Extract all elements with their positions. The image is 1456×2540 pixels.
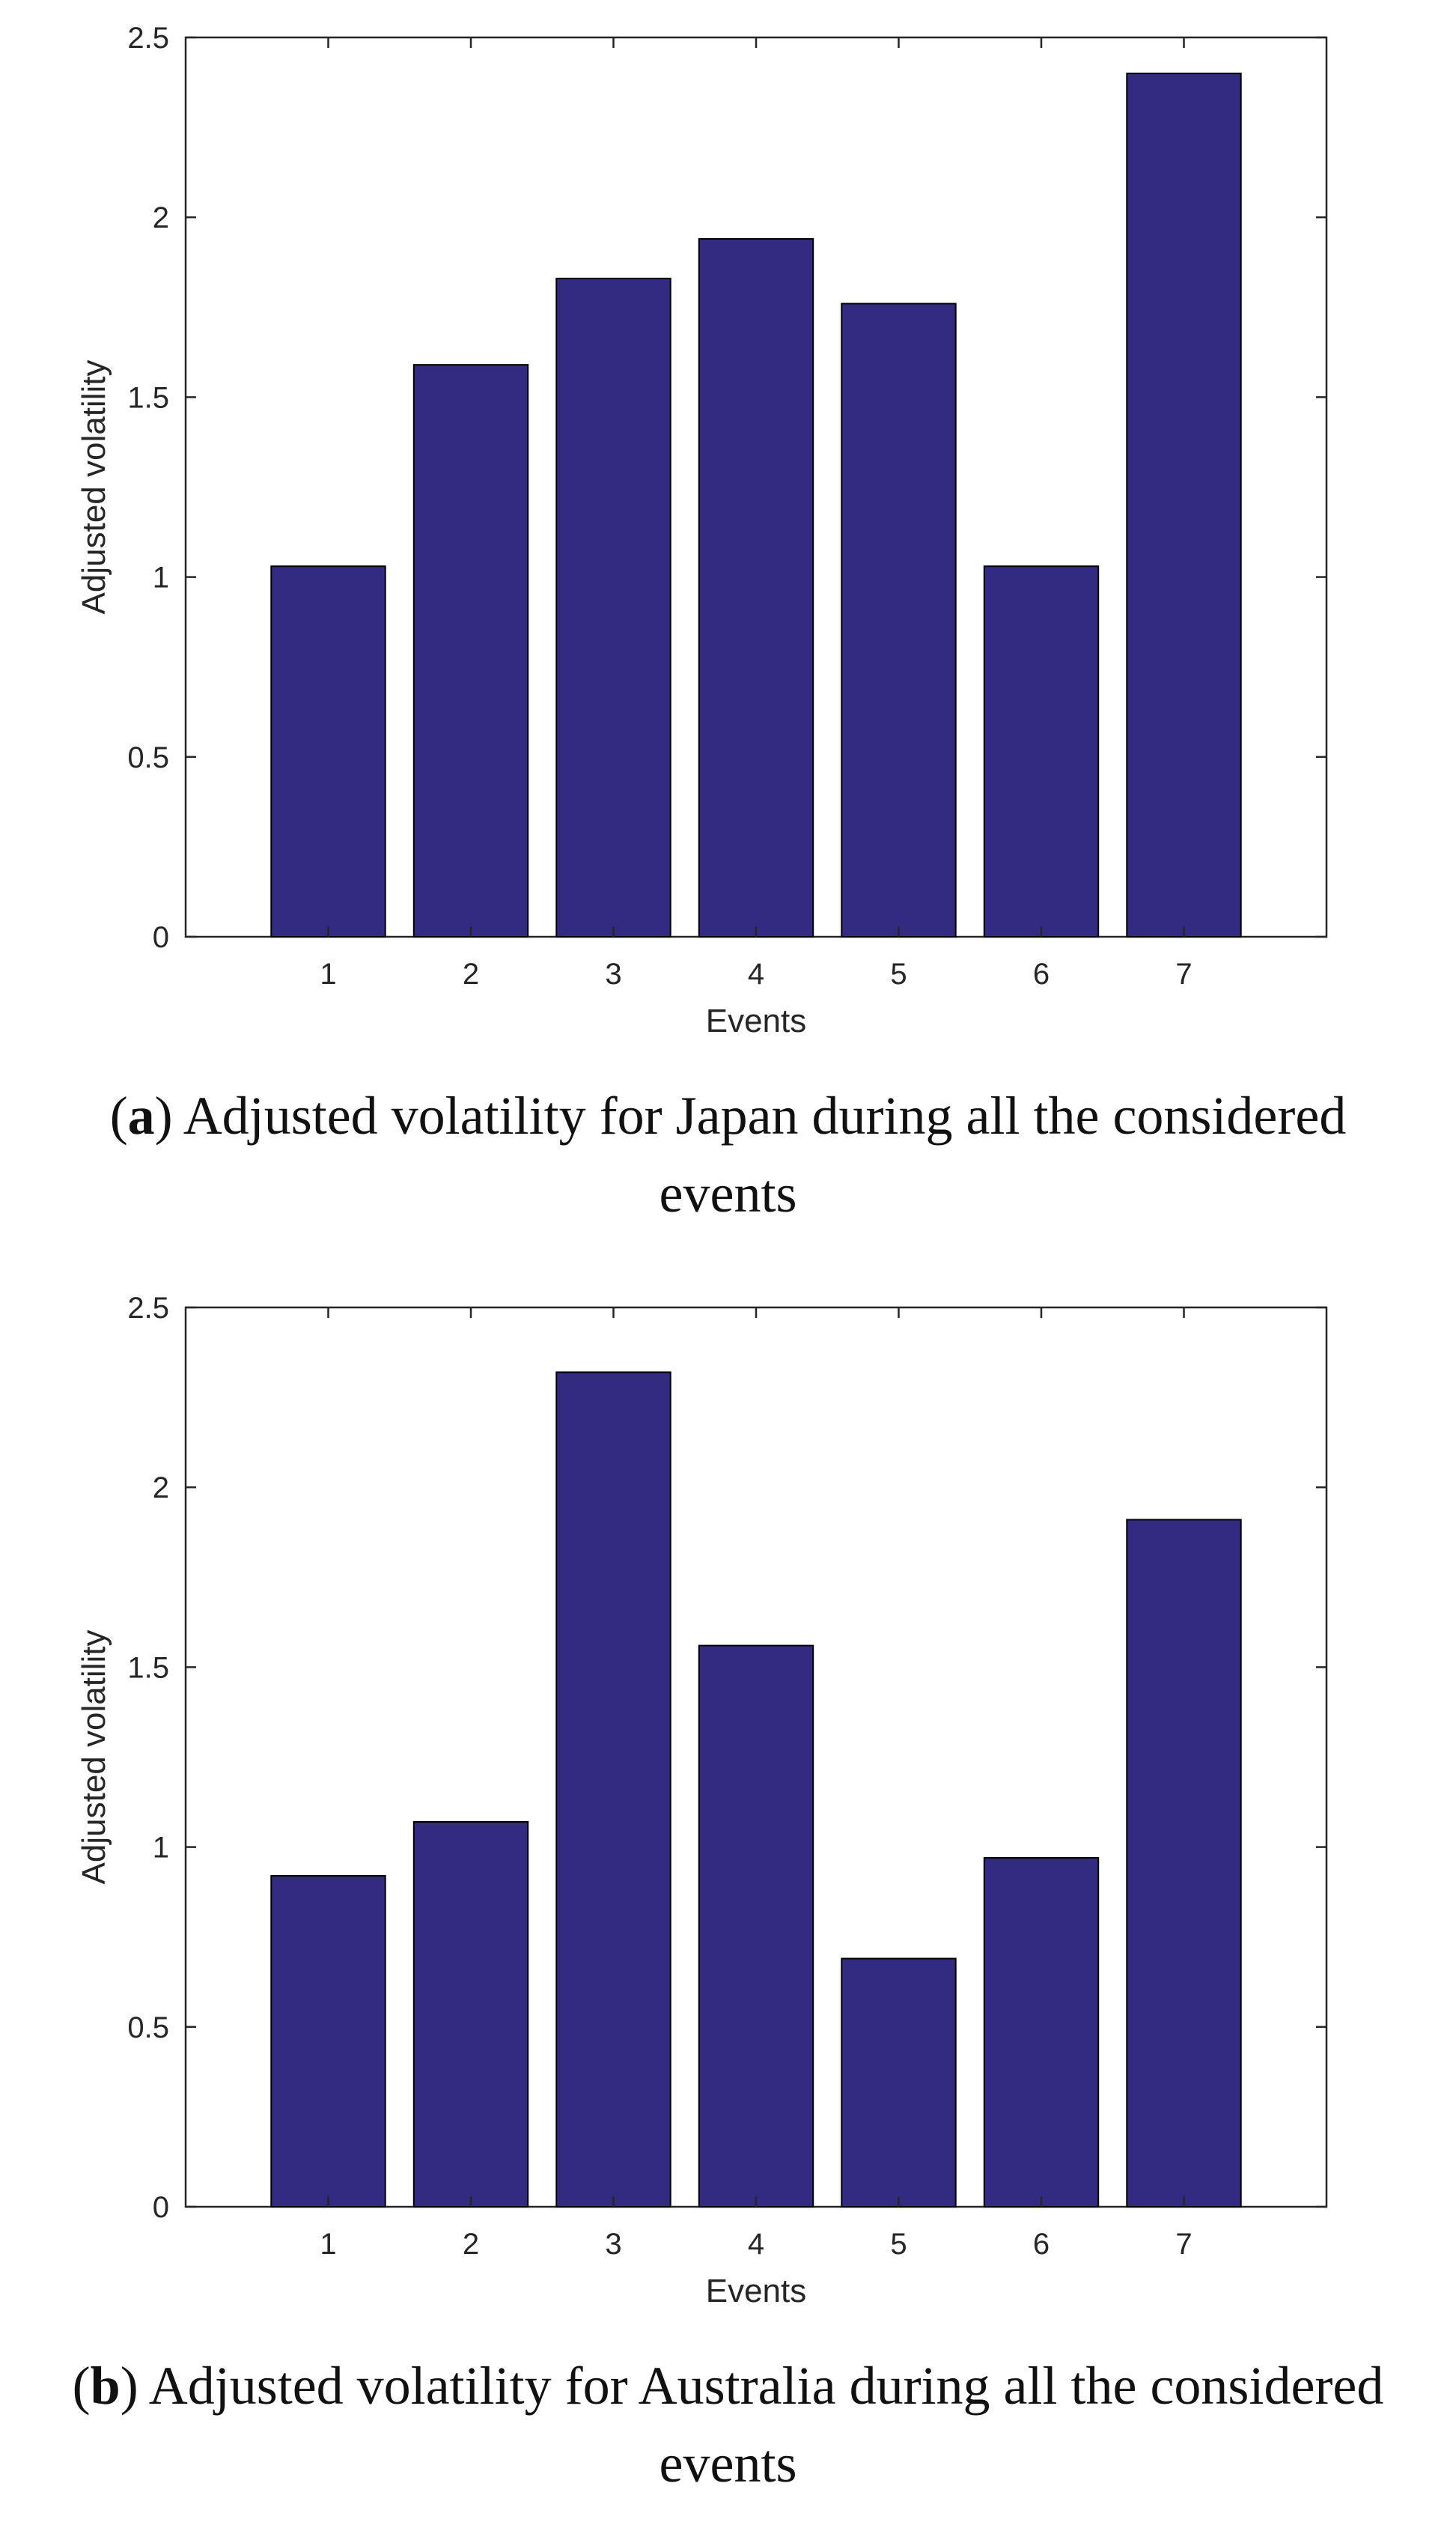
bar-7 bbox=[1126, 1519, 1242, 2208]
y-tick-label: 2.5 bbox=[127, 22, 169, 55]
y-tick-label: 1 bbox=[153, 562, 169, 595]
bar-1 bbox=[270, 565, 386, 938]
y-tick-label: 0.5 bbox=[127, 741, 169, 774]
x-tick-label: 5 bbox=[890, 2228, 907, 2261]
y-tick-label: 2.5 bbox=[127, 1292, 169, 1325]
bar-2 bbox=[412, 1820, 529, 2208]
x-axis-label: Events bbox=[706, 2273, 807, 2309]
x-tick-label: 5 bbox=[890, 958, 907, 991]
bar-7 bbox=[1126, 73, 1242, 938]
bar-chart-b: 0 0.5 1 1.5 2 2.5 1 2 3 4 5 6 7 Events Adjusted volati… bbox=[76, 1292, 1328, 2309]
bar-3 bbox=[555, 277, 671, 938]
caption-a: (a) Adjusted volatility for Japan during… bbox=[109, 1086, 1347, 1224]
y-tick-label: 1.5 bbox=[127, 1651, 169, 1684]
chart-panel-b: 0 0.5 1 1.5 2 2.5 1 2 3 4 5 6 7 Events Adjusted volati… bbox=[0, 1270, 1456, 2540]
caption-text: Adjusted volatility for Japan during all… bbox=[183, 1086, 1347, 1224]
y-tick-label: 0 bbox=[153, 2191, 169, 2224]
bar-3 bbox=[555, 1371, 671, 2208]
y-tick-label: 0.5 bbox=[127, 2011, 169, 2044]
x-tick-label: 1 bbox=[320, 958, 336, 991]
caption-letter: b bbox=[90, 2356, 121, 2416]
bar-5 bbox=[841, 303, 957, 938]
bar-2 bbox=[412, 364, 529, 938]
bar-6 bbox=[983, 565, 1100, 938]
y-tick-label: 0 bbox=[153, 921, 169, 954]
caption-letter: a bbox=[127, 1086, 155, 1146]
y-tick-label: 2 bbox=[153, 201, 169, 234]
x-tick-label: 6 bbox=[1033, 958, 1050, 991]
x-tick-label: 7 bbox=[1175, 958, 1192, 991]
y-tick-label: 1 bbox=[153, 1832, 169, 1865]
bar-4 bbox=[698, 238, 814, 938]
x-tick-label: 7 bbox=[1175, 2228, 1192, 2261]
x-tick-label: 2 bbox=[463, 958, 479, 991]
x-tick-label: 1 bbox=[320, 2228, 336, 2261]
x-axis-label: Events bbox=[706, 1003, 807, 1039]
bar-1 bbox=[270, 1875, 386, 2208]
caption-b: (b) Adjusted volatility for Australia du… bbox=[72, 2356, 1384, 2494]
caption-text: Adjusted volatility for Australia during… bbox=[148, 2356, 1384, 2494]
y-tick-label: 2 bbox=[153, 1471, 169, 1504]
bar-6 bbox=[983, 1857, 1100, 2208]
x-tick-label: 3 bbox=[605, 958, 621, 991]
bar-chart-a: 0 0.5 1 1.5 2 2.5 1 2 3 4 5 6 7 Events Adjusted volati… bbox=[76, 22, 1328, 1039]
x-tick-label: 3 bbox=[605, 2228, 621, 2261]
bar-4 bbox=[698, 1644, 814, 2208]
chart-panel-a: 0 0.5 1 1.5 2 2.5 1 2 3 4 5 6 7 Events Adjusted volati… bbox=[76, 22, 1347, 1224]
y-axis-label: Adjusted volatility bbox=[76, 1630, 112, 1885]
y-tick-label: 1.5 bbox=[127, 381, 169, 414]
x-tick-label: 6 bbox=[1033, 2228, 1050, 2261]
y-axis-label: Adjusted volatility bbox=[76, 360, 112, 615]
x-tick-label: 4 bbox=[748, 2228, 764, 2261]
x-tick-label: 2 bbox=[463, 2228, 479, 2261]
bar-5 bbox=[841, 1957, 957, 2208]
x-tick-label: 4 bbox=[748, 958, 764, 991]
